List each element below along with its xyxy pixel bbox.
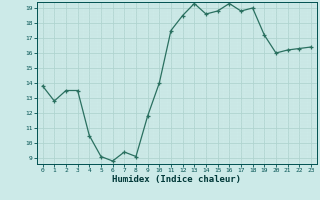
X-axis label: Humidex (Indice chaleur): Humidex (Indice chaleur) [112,175,241,184]
